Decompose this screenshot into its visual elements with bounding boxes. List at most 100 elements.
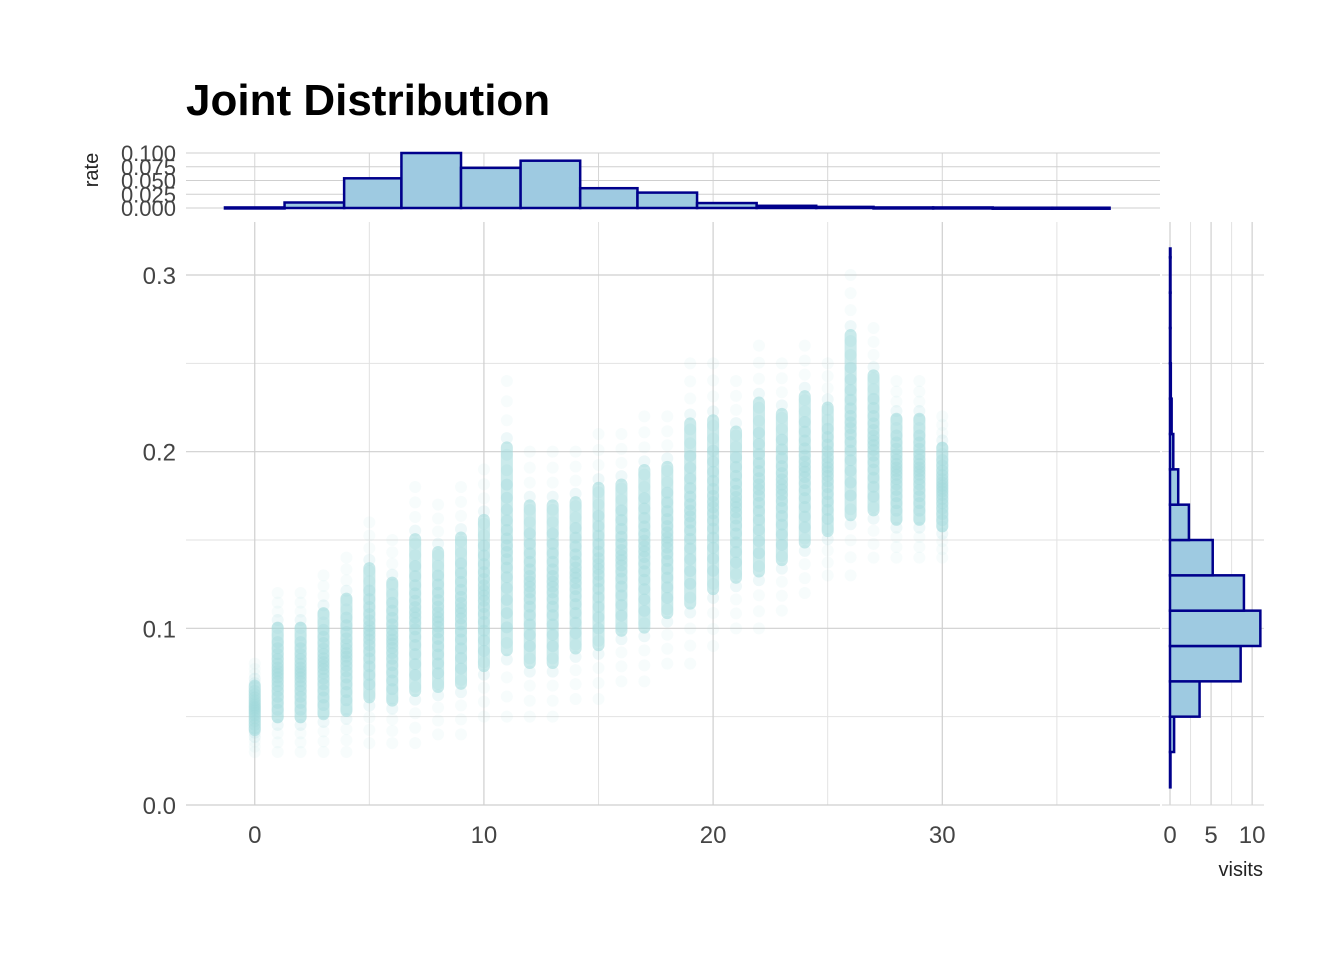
- scatter-point: [271, 746, 284, 758]
- scatter-point-cluster: [500, 441, 513, 657]
- scatter-point: [615, 675, 628, 688]
- top-histogram-bar: [991, 206, 1054, 210]
- scatter-point: [455, 523, 468, 536]
- scatter-point: [707, 640, 720, 652]
- scatter-point: [569, 474, 582, 487]
- scatter-point: [661, 642, 674, 655]
- scatter-point: [661, 452, 674, 465]
- scatter-point: [248, 746, 261, 758]
- scatter-point: [271, 727, 284, 740]
- scatter-point: [340, 723, 353, 736]
- scatter-point: [844, 287, 857, 300]
- scatter-point: [546, 694, 559, 707]
- scatter-point: [477, 505, 490, 518]
- scatter-point: [730, 580, 743, 593]
- scatter-point-cluster: [386, 576, 399, 707]
- scatter-point: [546, 679, 559, 692]
- scatter-point: [455, 699, 468, 712]
- scatter-point: [546, 476, 559, 489]
- scatter-point: [775, 399, 788, 412]
- scatter-point: [569, 487, 582, 500]
- scatter-point-cluster: [523, 499, 536, 669]
- scatter-point: [775, 589, 788, 602]
- scatter-point: [661, 615, 674, 628]
- scatter-point: [546, 710, 559, 723]
- scatter-point: [798, 572, 811, 585]
- scatter-point: [317, 735, 330, 748]
- scatter-point: [615, 456, 628, 469]
- scatter-point: [638, 441, 651, 454]
- scatter-point: [752, 574, 765, 587]
- scatter-point: [890, 531, 903, 544]
- scatter-point: [523, 679, 536, 692]
- scatter-point: [523, 490, 536, 503]
- scatter-point: [477, 478, 490, 491]
- scatter-point: [707, 405, 720, 418]
- scatter-point: [294, 596, 307, 609]
- scatter-point: [661, 657, 674, 670]
- scatter-point: [798, 587, 811, 599]
- scatter-point: [844, 518, 857, 531]
- scatter-point: [592, 473, 605, 486]
- scatter-point: [569, 650, 582, 663]
- right-histogram-bar: [1168, 256, 1172, 294]
- scatter-point: [317, 569, 330, 582]
- top-histogram-bar: [755, 204, 818, 210]
- scatter-point: [821, 382, 834, 395]
- scatter-point: [707, 591, 720, 604]
- scatter-point: [477, 710, 490, 723]
- scatter-point: [730, 417, 743, 430]
- right-histogram-bar: [1168, 574, 1246, 612]
- top-histogram-bar: [814, 205, 875, 210]
- scatter-point: [523, 710, 536, 723]
- scatter-point: [569, 693, 582, 705]
- scatter-point: [913, 395, 926, 408]
- scatter-point: [913, 551, 926, 564]
- scatter-point: [271, 587, 284, 599]
- scatter-point: [477, 681, 490, 694]
- scatter-point-cluster: [730, 425, 743, 584]
- scatter-point: [936, 426, 949, 439]
- right-histogram-bar: [1168, 644, 1242, 683]
- scatter-point: [592, 662, 605, 675]
- scatter-point: [775, 372, 788, 385]
- scatter-point: [638, 659, 651, 672]
- scatter-point: [684, 392, 697, 405]
- scatter-point: [913, 541, 926, 554]
- scatter-point: [638, 410, 651, 423]
- scatter-point-cluster: [294, 621, 307, 724]
- scatter-point: [821, 569, 834, 582]
- scatter-point-cluster: [821, 401, 834, 538]
- scatter-point: [752, 387, 765, 400]
- scatter-point: [844, 534, 857, 547]
- scatter-point: [271, 736, 284, 749]
- scatter-point: [294, 727, 307, 740]
- scatter-point: [936, 410, 949, 423]
- scatter-point: [707, 622, 720, 635]
- scatter-point: [546, 665, 559, 678]
- scatter-point: [363, 711, 376, 724]
- scatter-point: [798, 339, 811, 352]
- top-y-tick-label: 0.025: [121, 182, 176, 207]
- scatter-point: [592, 443, 605, 456]
- scatter-point: [638, 644, 651, 657]
- scatter-point: [455, 509, 468, 522]
- scatter-point: [477, 463, 490, 476]
- y-tick-label: 0.0: [143, 793, 176, 820]
- scatter-point: [363, 723, 376, 736]
- scatter-point: [363, 516, 376, 529]
- scatter-point: [661, 628, 674, 641]
- scatter-point: [455, 713, 468, 726]
- scatter-point: [661, 410, 674, 423]
- scatter-point: [936, 535, 949, 548]
- scatter-point: [821, 370, 834, 383]
- scatter-point: [730, 375, 743, 387]
- scatter-point: [271, 596, 284, 609]
- scatter-point: [890, 375, 903, 387]
- scatter-point: [432, 701, 445, 714]
- scatter-point: [867, 335, 880, 348]
- scatter-point: [500, 653, 513, 666]
- top-y-tick-label: 0.000: [121, 196, 176, 221]
- right-histogram-bar: [1168, 397, 1173, 436]
- scatter-point: [730, 403, 743, 416]
